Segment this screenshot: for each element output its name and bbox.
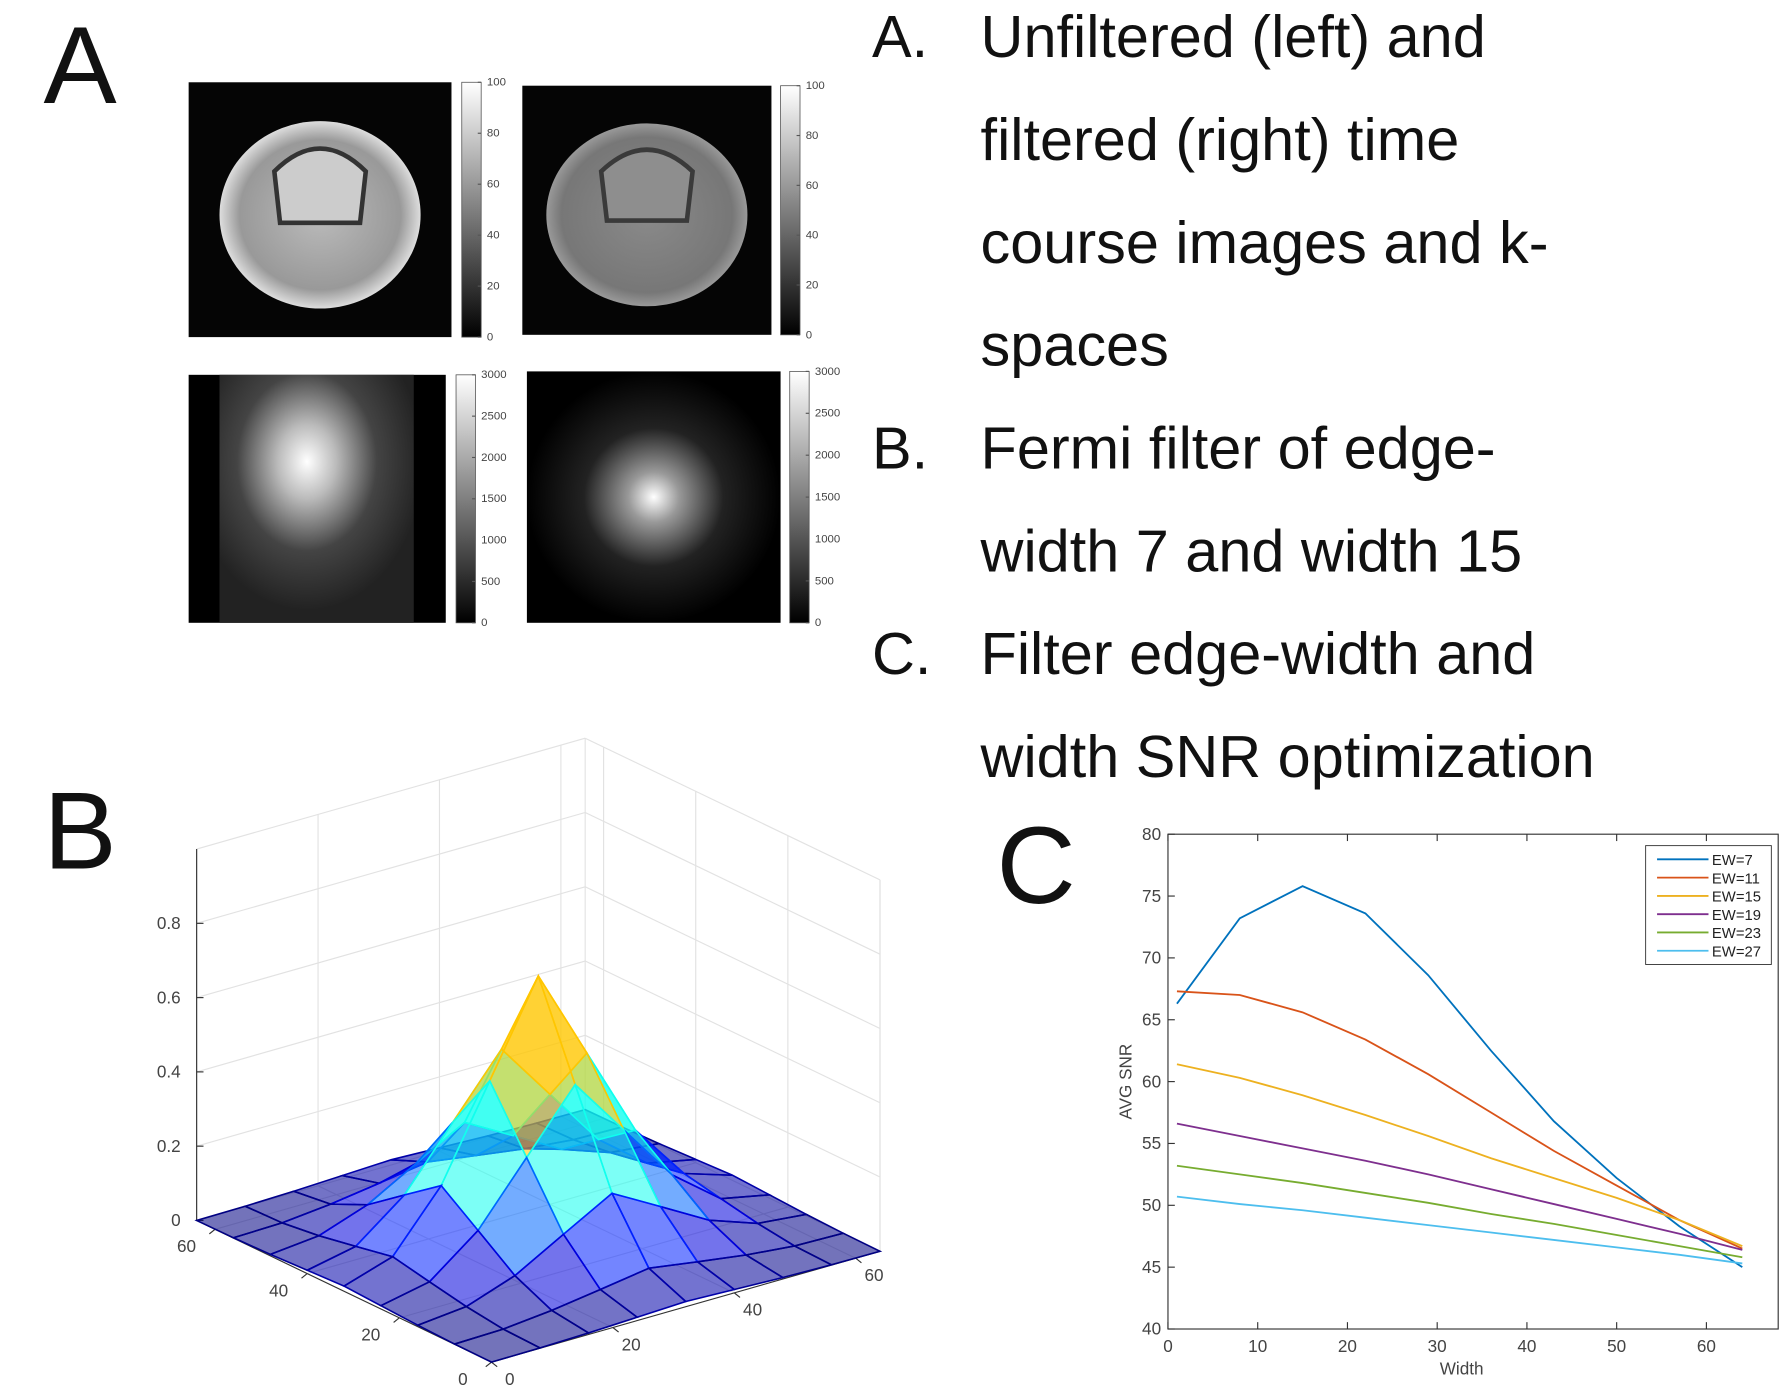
x-tick-label: 30: [1428, 1336, 1447, 1356]
colorbar-tick-label: 2000: [481, 452, 506, 464]
colorbar-tick-label: 2000: [815, 450, 840, 462]
colorbar-tick-label: 2500: [815, 408, 840, 420]
y-tick-label: 0: [458, 1369, 468, 1385]
x-tick-label: 20: [622, 1334, 641, 1354]
legend-label: EW=23: [1712, 926, 1761, 942]
x-tick-label: 20: [1338, 1336, 1357, 1356]
y-axis-label: AVG SNR: [1115, 1044, 1135, 1120]
z-tick-label: 0.8: [157, 913, 181, 933]
colorbar-tick-label: 0: [815, 617, 821, 629]
colorbar-tick-label: 500: [481, 576, 500, 588]
z-tick-label: 0: [171, 1210, 181, 1230]
colorbar-tick-label: 100: [806, 80, 825, 92]
grid-line: [585, 961, 880, 1103]
caption-marker: C.: [872, 620, 931, 687]
caption-line: filtered (right) time: [981, 106, 1460, 173]
image-content: [219, 375, 413, 623]
x-tick-label: 40: [743, 1300, 762, 1320]
grid-line: [197, 887, 586, 998]
x-tick-label: 50: [1607, 1336, 1626, 1356]
caption-line: Fermi filter of edge-: [981, 415, 1496, 482]
panel-label: A: [44, 5, 117, 127]
colorbar-tick-label: 100: [487, 77, 506, 89]
colorbar-tick-label: 3000: [481, 369, 506, 381]
colorbar: [462, 82, 481, 337]
colorbar-tick-label: 3000: [815, 366, 840, 378]
y-tick-label: 40: [269, 1280, 288, 1300]
y-tick-label: 60: [177, 1236, 196, 1256]
y-tick-label: 65: [1142, 1009, 1161, 1029]
caption-line: width SNR optimization: [980, 723, 1595, 790]
colorbar-tick-label: 40: [487, 230, 500, 242]
caption-line: course images and k-: [981, 209, 1549, 276]
box-edge: [197, 738, 586, 849]
y-tick-label: 75: [1142, 886, 1161, 906]
grid-line: [197, 812, 586, 923]
y-tick-label: 80: [1142, 824, 1161, 844]
legend-label: EW=27: [1712, 944, 1761, 960]
colorbar-tick-label: 0: [487, 332, 493, 344]
colorbar: [781, 86, 800, 335]
x-tick: [613, 1328, 619, 1333]
colorbar-tick-label: 500: [815, 575, 834, 587]
y-tick-label: 50: [1142, 1195, 1161, 1215]
grid-line: [585, 812, 880, 954]
x-tick: [734, 1293, 740, 1298]
panel-label: C: [997, 805, 1076, 927]
caption-line: Unfiltered (left) and: [981, 3, 1486, 70]
caption-line: spaces: [981, 312, 1169, 379]
colorbar-tick-label: 1500: [481, 493, 506, 505]
caption-marker: A.: [872, 3, 928, 70]
image-content: [601, 150, 692, 221]
z-tick-label: 0.6: [157, 987, 181, 1007]
z-tick-label: 0.4: [157, 1062, 181, 1082]
y-tick: [209, 1229, 215, 1234]
colorbar-tick-label: 1500: [815, 492, 840, 504]
kspace-filtered: [527, 371, 781, 622]
colorbar-tick-label: 0: [806, 329, 812, 341]
x-tick-label: 0: [1163, 1336, 1173, 1356]
caption-marker: B.: [872, 415, 928, 482]
colorbar-tick-label: 0: [481, 617, 487, 629]
colorbar-tick-label: 2500: [481, 411, 506, 423]
legend-label: EW=19: [1712, 908, 1761, 924]
x-tick-label: 60: [1697, 1336, 1716, 1356]
colorbar-tick-label: 1000: [815, 533, 840, 545]
x-tick: [491, 1362, 497, 1367]
colorbar-tick-label: 60: [806, 180, 819, 192]
grid-line: [585, 887, 880, 1029]
caption-line: Filter edge-width and: [981, 620, 1536, 687]
legend-label: EW=11: [1712, 871, 1760, 887]
x-axis-label: Width: [1440, 1359, 1484, 1379]
x-tick-label: 0: [505, 1369, 515, 1385]
y-tick: [394, 1318, 400, 1323]
figure: A B C A. Unfiltered (left) and filtered (righ…: [0, 0, 1792, 1385]
box-edge: [585, 738, 880, 880]
y-tick-label: 55: [1142, 1133, 1161, 1153]
x-tick: [856, 1258, 862, 1263]
z-tick-label: 0.2: [157, 1136, 181, 1156]
colorbar-tick-label: 20: [487, 281, 500, 293]
colorbar-tick-label: 40: [806, 230, 819, 242]
y-tick: [486, 1362, 492, 1367]
x-tick-label: 10: [1248, 1336, 1267, 1356]
panel-label: B: [44, 770, 117, 892]
x-tick-label: 40: [1517, 1336, 1536, 1356]
y-tick-label: 20: [361, 1325, 380, 1345]
x-tick-label: 60: [864, 1265, 883, 1285]
colorbar-tick-label: 60: [487, 179, 500, 191]
colorbar-tick-label: 80: [487, 128, 500, 140]
legend-label: EW=7: [1712, 853, 1753, 869]
caption-line: width 7 and width 15: [980, 517, 1523, 584]
y-tick-label: 45: [1142, 1257, 1161, 1277]
y-tick-label: 70: [1142, 948, 1161, 968]
y-tick: [301, 1274, 307, 1279]
legend-label: EW=15: [1712, 890, 1761, 906]
colorbar-tick-label: 1000: [481, 535, 506, 547]
y-tick-label: 60: [1142, 1071, 1161, 1091]
y-tick-label: 40: [1142, 1319, 1161, 1339]
image-content: [274, 149, 365, 223]
colorbar-tick-label: 20: [806, 279, 819, 291]
colorbar-tick-label: 80: [806, 130, 819, 142]
